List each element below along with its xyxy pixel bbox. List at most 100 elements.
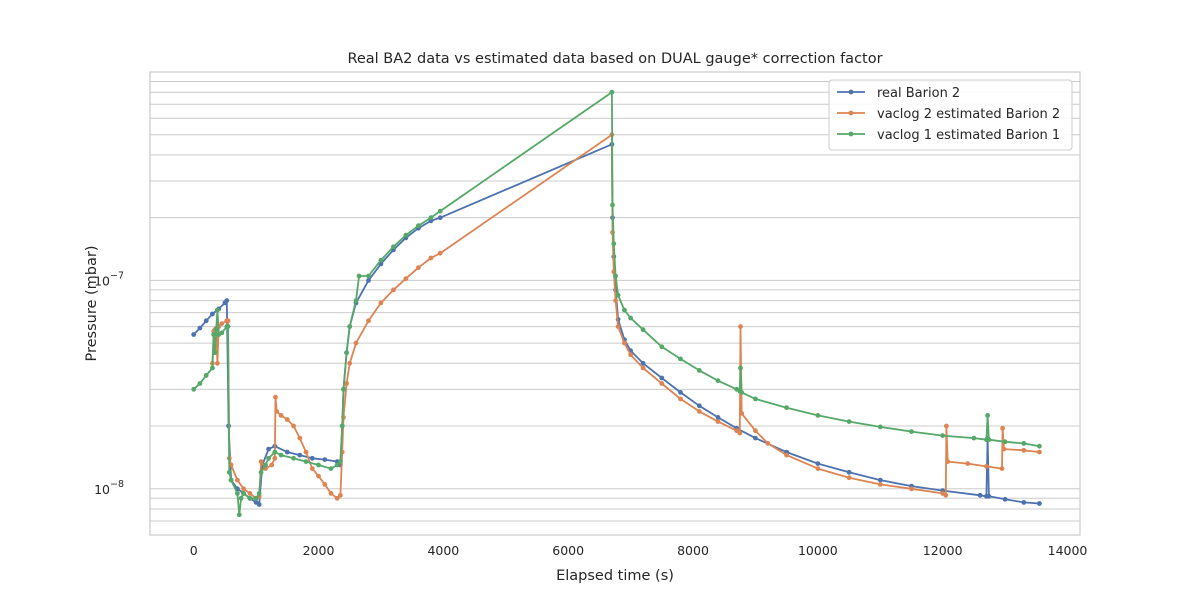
plot-area [191,89,1042,518]
data-point [696,368,702,373]
data-point [640,365,646,371]
legend-entry: real Barion 2 [877,86,960,101]
data-point [610,202,615,208]
data-point [215,307,220,313]
data-point [278,452,284,458]
data-point [353,340,359,346]
data-point [1037,449,1042,455]
data-point [203,373,209,378]
data-point [971,435,977,441]
data-point [715,378,721,384]
data-point [211,332,217,337]
data-point [784,452,789,458]
data-point [266,446,271,452]
data-point [316,473,321,479]
data-point [815,413,821,418]
data-point [403,276,409,281]
data-point [965,461,971,466]
data-point [1021,500,1027,505]
data-point [303,459,309,464]
data-point [696,409,702,414]
data-point [986,437,992,443]
data-point [437,208,443,214]
data-point [628,315,633,321]
data-point [366,318,371,324]
x-axis: 0 2000 4000 6000 8000 10000 12000 14000 [190,543,1088,558]
data-point [226,469,232,475]
y-axis: 10−810−7 [94,270,124,496]
data-point [944,423,949,429]
data-point [309,466,315,471]
data-point [877,424,883,430]
data-point [615,292,621,298]
data-point [640,360,646,366]
data-point [291,423,296,429]
legend-marker [848,110,854,116]
data-point [235,491,240,496]
data-point [738,324,743,329]
data-point [238,495,244,501]
data-point [678,356,683,362]
data-point [737,430,743,436]
data-point [846,469,852,475]
data-point [815,466,821,471]
data-point [909,429,914,434]
x-tick-label: 14000 [1048,543,1088,558]
data-point [273,394,278,400]
data-point [403,232,409,238]
data-point [338,492,343,498]
data-point [715,415,721,420]
data-point [715,419,721,424]
data-point [272,449,278,455]
data-point [278,413,284,418]
y-tick-label: 10−7 [94,270,124,288]
series-line [193,143,1040,506]
data-point [241,486,247,492]
data-point [344,381,349,386]
data-point [269,462,275,468]
data-point [609,89,615,95]
data-point [338,459,343,464]
data-point [659,375,665,381]
data-point [877,477,883,483]
y-tick-exponent: −7 [110,270,124,281]
data-point [215,360,220,366]
data-point [739,411,745,416]
data-point [256,502,262,507]
data-point [738,365,743,371]
data-point [945,459,951,464]
data-point [225,324,231,329]
data-point [846,475,852,481]
data-point [753,396,758,402]
y-tick-base: 10 [94,482,110,497]
data-point [940,433,946,438]
data-point [328,491,334,496]
data-point [339,423,345,429]
data-point [228,477,234,483]
data-point [613,298,618,303]
data-point [303,449,309,455]
data-point [622,340,627,346]
data-point [613,273,618,279]
legend: real Barion 2 vaclog 2 estimated Barion 2… [828,79,1073,151]
data-point [266,455,271,461]
legend-marker [848,89,854,95]
data-point [253,495,259,501]
data-point [309,455,315,461]
data-point [316,462,321,468]
data-point [344,350,349,356]
data-point [235,477,240,483]
data-point [428,255,434,261]
x-tick-label: 12000 [923,543,963,558]
data-point [334,495,340,501]
data-point [203,318,209,324]
data-point [611,241,617,247]
data-point [999,466,1005,471]
data-point [391,244,396,250]
data-point [985,413,990,418]
data-point [753,435,758,441]
legend-entry: vaclog 2 estimated Barion 2 [877,107,1060,122]
data-point [378,300,384,306]
data-point [943,492,949,498]
data-point [986,493,992,499]
